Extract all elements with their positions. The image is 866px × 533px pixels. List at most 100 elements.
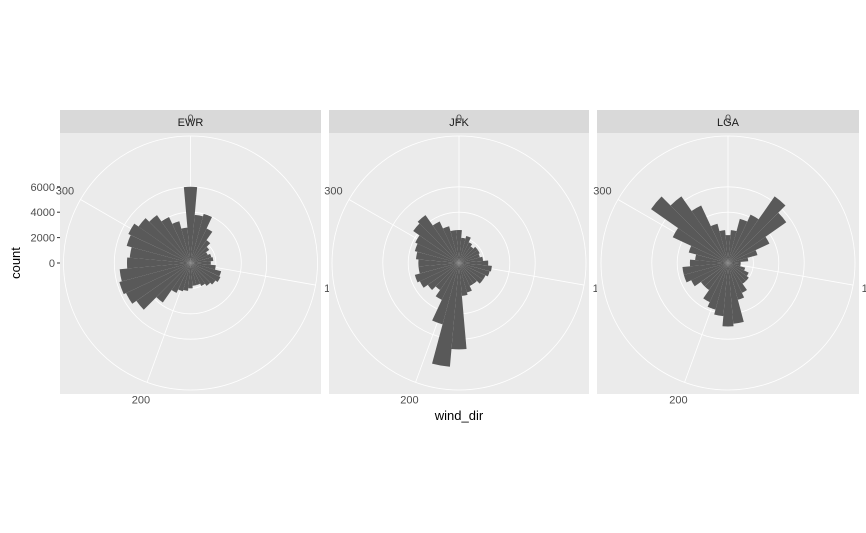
- facet-strip: [60, 110, 321, 133]
- bar-ewr-130: [190, 263, 216, 285]
- facet-strip: [597, 110, 859, 133]
- bar-lga-350: [719, 230, 728, 263]
- y-tick-label: 0: [49, 258, 55, 270]
- bar-ewr-290: [126, 235, 191, 263]
- bar-jfk-100: [459, 263, 492, 272]
- bar-lga-210: [703, 263, 728, 303]
- theta-tick-label: 300: [324, 186, 342, 198]
- bar-lga-0: [725, 235, 731, 263]
- facet-panel-ewr: EWR0100200300: [56, 110, 342, 406]
- bar-jfk-10: [459, 237, 466, 263]
- bar-lga-50: [728, 212, 787, 263]
- bar-ewr-250: [119, 263, 191, 295]
- bar-ewr-180: [188, 263, 193, 289]
- y-tick-label: 2000: [31, 233, 55, 245]
- bar-jfk-280: [415, 251, 459, 263]
- theta-tick-label: 0: [725, 113, 731, 125]
- bar-ewr-140: [190, 263, 211, 286]
- bar-lga-240: [691, 263, 728, 287]
- bar-ewr-150: [190, 263, 206, 287]
- theta-tick-label: 200: [669, 394, 687, 406]
- bar-lga-250: [683, 263, 728, 283]
- bar-jfk-300: [415, 235, 459, 263]
- bar-jfk-110: [459, 263, 490, 277]
- bar-ewr-80: [190, 257, 214, 263]
- bar-ewr-70: [190, 253, 212, 263]
- y-axis-title: count: [8, 247, 23, 279]
- theta-tick-label: 100: [862, 283, 866, 295]
- bar-lga-320: [670, 196, 728, 263]
- bar-lga-300: [672, 228, 728, 263]
- bar-lga-100: [728, 263, 741, 267]
- bar-jfk-230: [427, 263, 459, 290]
- bar-ewr-330: [161, 216, 191, 263]
- radial-gridline: [113, 186, 268, 340]
- bar-jfk-120: [459, 263, 486, 280]
- bar-lga-60: [728, 236, 770, 263]
- theta-tick-label: 0: [456, 113, 462, 125]
- theta-tick-label: 300: [56, 186, 74, 198]
- bar-ewr-10: [190, 214, 203, 263]
- bar-ewr-320: [149, 215, 191, 263]
- bar-lga-230: [700, 263, 728, 287]
- bar-lga-260: [682, 263, 728, 275]
- bar-ewr-60: [190, 252, 208, 263]
- bar-jfk-290: [414, 243, 459, 263]
- theta-gridline: [727, 262, 854, 286]
- bar-jfk-20: [459, 236, 471, 263]
- bar-ewr-340: [172, 221, 191, 263]
- bar-jfk-240: [419, 263, 459, 288]
- bar-jfk-40: [459, 246, 474, 263]
- y-tick-label: 4000: [31, 207, 55, 219]
- bar-lga-10: [728, 230, 737, 263]
- bar-lga-280: [695, 254, 728, 263]
- radial-gridline: [651, 186, 805, 340]
- bar-jfk-60: [459, 249, 480, 263]
- bar-lga-110: [728, 263, 746, 271]
- bar-jfk-320: [417, 215, 459, 263]
- theta-tick-label: 200: [132, 394, 150, 406]
- bar-lga-200: [707, 263, 728, 310]
- y-tick-label: 6000: [31, 182, 55, 194]
- bar-ewr-0: [183, 186, 198, 263]
- bar-lga-340: [710, 223, 728, 263]
- bar-lga-330: [691, 205, 728, 263]
- bar-lga-130: [728, 263, 749, 281]
- bar-ewr-190: [183, 263, 191, 291]
- bar-ewr-160: [190, 263, 201, 286]
- bar-jfk-90: [459, 260, 489, 266]
- bar-lga-40: [728, 196, 786, 263]
- outer-gridline: [600, 135, 856, 391]
- facet-panel-jfk: JFK0100200300: [324, 110, 611, 406]
- outer-gridline: [331, 135, 587, 391]
- bar-ewr-30: [190, 228, 213, 263]
- bar-lga-180: [722, 263, 734, 327]
- bar-ewr-270: [126, 257, 191, 269]
- bar-jfk-170: [459, 263, 468, 296]
- bar-ewr-120: [190, 263, 221, 282]
- bar-jfk-250: [414, 263, 459, 283]
- bar-lga-70: [728, 250, 758, 263]
- bar-lga-90: [728, 261, 741, 265]
- bar-jfk-330: [432, 221, 459, 263]
- bar-lga-270: [689, 259, 728, 267]
- bar-jfk-150: [459, 263, 474, 287]
- outer-gridline: [63, 135, 318, 391]
- bar-jfk-310: [413, 223, 459, 263]
- theta-tick-label: 300: [593, 186, 611, 198]
- bar-lga-190: [714, 263, 728, 317]
- bar-jfk-260: [418, 263, 459, 274]
- bar-lga-30: [728, 214, 759, 263]
- bar-ewr-260: [119, 263, 191, 282]
- facet-strip-label: JFK: [449, 117, 469, 129]
- bar-lga-170: [728, 263, 744, 324]
- bar-jfk-180: [451, 263, 467, 350]
- bar-ewr-40: [190, 240, 211, 263]
- bar-ewr-240: [126, 263, 191, 304]
- bar-ewr-280: [129, 247, 191, 263]
- bar-ewr-210: [171, 263, 191, 293]
- bar-lga-140: [728, 263, 746, 284]
- bar-ewr-300: [128, 223, 191, 263]
- bar-ewr-310: [138, 218, 191, 263]
